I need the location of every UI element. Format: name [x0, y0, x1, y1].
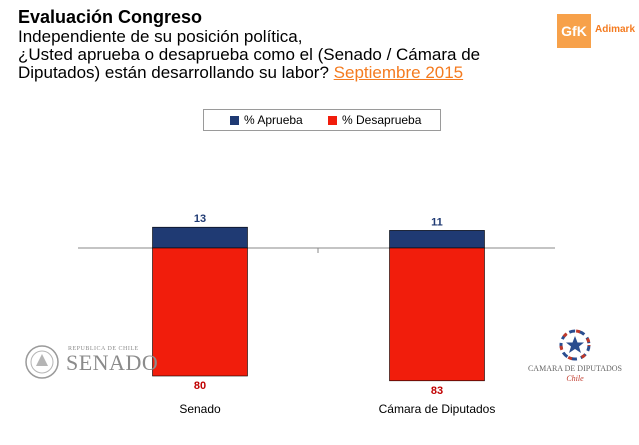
camara-emblem-icon [559, 329, 591, 361]
adimark-name: Adimark [595, 24, 636, 35]
question-line-2: ¿Usted aprueba o desaprueba como el (Sen… [18, 45, 481, 64]
bar-desaprueba-c-mara-de-diputados [389, 247, 485, 382]
question-line-1: Independiente de su posición política, [18, 27, 303, 46]
senado-name: SENADO [66, 350, 159, 375]
question-line-3: Diputados) están desarrollando su labor?… [18, 64, 558, 82]
camara-country: Chile [566, 374, 584, 383]
gfk-mark: GfK [557, 14, 591, 48]
camara-logo: CAMARA DE DIPUTADOS Chile [520, 326, 630, 388]
gfk-adimark-logo: GfK Adimark [557, 12, 635, 52]
survey-date: Septiembre 2015 [333, 63, 464, 82]
senado-logo: REPUBLICA DE CHILE SENADO [22, 344, 158, 380]
category-label-c-mara-de-diputados: Cámara de Diputados [379, 402, 496, 416]
survey-question: Independiente de su posición política, ¿… [18, 28, 558, 82]
bar-aprueba-senado [152, 226, 248, 249]
data-label-aprueba-senado: 13 [194, 213, 206, 225]
legend-label-desaprueba: % Desaprueba [342, 113, 422, 127]
legend-label-aprueba: % Aprueba [244, 113, 303, 127]
bar-aprueba-c-mara-de-diputados [389, 230, 485, 249]
chart-legend: % Aprueba % Desaprueba [203, 109, 441, 131]
senado-seal-icon [25, 345, 59, 379]
senado-subtitle: REPUBLICA DE CHILE [68, 346, 139, 352]
bar-desaprueba-senado [152, 247, 248, 377]
question-line-3-text: Diputados) están desarrollando su labor? [18, 63, 329, 82]
data-label-aprueba-c-mara-de-diputados: 11 [431, 216, 443, 228]
legend-swatch-desaprueba [328, 115, 337, 125]
data-label-desaprueba-c-mara-de-diputados: 83 [431, 385, 443, 397]
legend-item-aprueba: % Aprueba [230, 113, 303, 127]
legend-swatch-aprueba [230, 115, 239, 125]
chart-title: Evaluación Congreso [18, 7, 203, 27]
legend-item-desaprueba: % Desaprueba [328, 113, 421, 127]
data-label-desaprueba-senado: 80 [194, 380, 206, 392]
category-label-senado: Senado [179, 402, 221, 416]
camara-name: CAMARA DE DIPUTADOS [527, 364, 623, 373]
